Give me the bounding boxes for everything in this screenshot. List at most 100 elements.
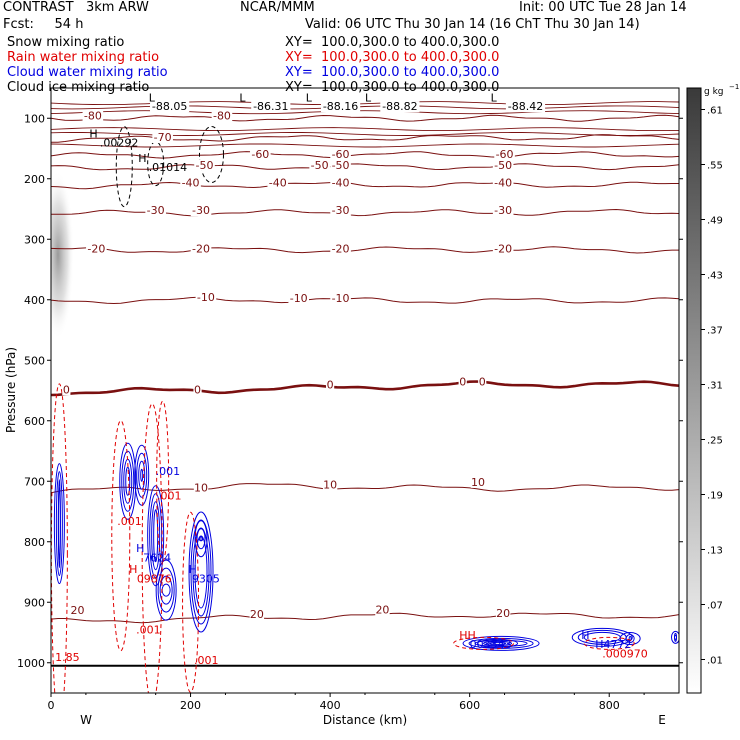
cloud-water-contour (153, 509, 159, 563)
contour-label: -60 (332, 148, 350, 161)
x-tick-label: 800 (599, 699, 620, 712)
cloud-water-contour (136, 452, 148, 498)
y-tick-label: 500 (24, 354, 45, 367)
extrema-label: H (89, 128, 97, 141)
contour-label-bg (492, 205, 514, 217)
contour-label: 10 (471, 476, 485, 489)
contour-label-bg (250, 148, 271, 160)
contour-label: -50 (311, 159, 329, 172)
contour-label-bg (380, 101, 420, 113)
cloud-water-contour (194, 520, 208, 558)
contour-label: -20 (332, 242, 350, 255)
cloud-water-contour (477, 638, 519, 648)
contour-label: 0 (327, 378, 334, 391)
contour-label-bg (251, 101, 291, 113)
cloud-water-contour (57, 487, 61, 561)
contour-label-bg (180, 177, 201, 189)
extrema-label: HH (459, 629, 476, 642)
contour-label: -40 (332, 176, 350, 189)
colorbar-gradient (686, 87, 702, 694)
contour-label: -86.31 (253, 100, 288, 113)
extrema-label: H4772 (595, 638, 631, 651)
contour-label-bg (150, 101, 190, 113)
cloud-water-contour (192, 527, 210, 617)
cloud-water-contour (155, 559, 177, 621)
field-xsec-cloud-water: XY= 100.0,300.0 to 400.0,300.0 (285, 65, 500, 80)
contour-label: -30 (494, 204, 512, 217)
plot-frame (50, 87, 680, 694)
extrema-label: .01014 (149, 161, 188, 174)
extrema-label: L (149, 91, 156, 104)
contour-label-bg (330, 177, 351, 189)
cloud-water-contour (134, 444, 150, 506)
contour-label-bg (152, 132, 173, 144)
cloud-water-contour (159, 575, 173, 605)
cloud-water-contour (489, 641, 507, 645)
contour-label: 20 (71, 604, 85, 617)
contour-label-bg (330, 148, 351, 160)
contour-label-bg (470, 476, 486, 488)
extrema-label: .001 (156, 465, 181, 478)
plot-area (51, 101, 679, 693)
isotherm-upper (51, 143, 679, 148)
extrema-label: H (129, 563, 137, 576)
isotherm-20 (51, 612, 679, 624)
cloud-water-contour (119, 442, 137, 520)
cloud-water-contour (157, 567, 175, 613)
contour-label: -88.82 (382, 100, 417, 113)
contour-label: 0 (63, 383, 70, 396)
extrema-label: .001 (117, 515, 141, 528)
rain-water-contour (141, 403, 163, 693)
contour-label-bg (288, 292, 310, 304)
contour-label: 20 (496, 607, 510, 620)
cloud-water-contour (462, 635, 540, 651)
contour-label: -40 (182, 176, 200, 189)
isotherm--10 (51, 296, 679, 305)
contour-label-bg (322, 479, 338, 491)
extrema-label: H (188, 563, 196, 576)
cloud-water-contour (55, 471, 63, 577)
isotherm--70 (51, 134, 679, 143)
contour-label-bg (309, 159, 330, 171)
contour-label-bg (375, 604, 390, 616)
colorbar-unit-exponent: −1 (729, 83, 739, 91)
contour-label-bg (492, 243, 514, 255)
contour-label-bg (70, 605, 85, 617)
field-name-cloud-water: Cloud water mixing ratio (7, 65, 168, 80)
valid-time: Valid: 06 UTC Thu 30 Jan 14 (16 ChT Thu … (305, 17, 640, 32)
x-tick-label: 0 (48, 699, 55, 712)
field-xsec-rain: XY= 100.0,300.0 to 400.0,300.0 (285, 50, 500, 65)
extrema-label: H (581, 629, 589, 642)
contour-label-bg (82, 110, 104, 122)
isotherm-0 (51, 380, 679, 397)
cloud-water-contour (125, 466, 131, 496)
extrema-label: .001 (136, 624, 161, 637)
rain-water-contour (583, 636, 635, 650)
cloud-water-contour (161, 583, 171, 597)
x-tick-label: 400 (320, 699, 341, 712)
cloud-water-contour (140, 468, 144, 482)
cloud-water-contour (149, 493, 163, 579)
extrema-label: .001 (194, 654, 219, 667)
y-tick-label: 400 (24, 294, 45, 307)
contour-label: -88.42 (508, 100, 543, 113)
contour-label-bg (492, 159, 514, 171)
contour-label-bg (195, 291, 217, 303)
contour-label: 20 (375, 604, 389, 617)
contour-label: -60 (496, 148, 514, 161)
field-xsec-snow: XY= 100.0,300.0 to 400.0,300.0 (285, 35, 500, 50)
contour-label-bg (211, 110, 233, 122)
cloud-water-contour (138, 460, 146, 490)
isotherm--50 (51, 163, 679, 171)
y-tick-label: 800 (24, 536, 45, 549)
extrema-label: 9305 (192, 572, 220, 585)
rain-water-contour (453, 636, 515, 650)
isotherm-upper (51, 105, 679, 110)
extrema-label: 1.85 (55, 651, 80, 664)
contour-label-bg (330, 159, 351, 171)
contour-label: 0 (479, 375, 486, 388)
cloud-ice-contour (115, 126, 133, 208)
field-name-snow: Snow mixing ratio (7, 35, 125, 50)
isotherm-upper (51, 127, 679, 132)
contour-label: -88.05 (152, 100, 187, 113)
